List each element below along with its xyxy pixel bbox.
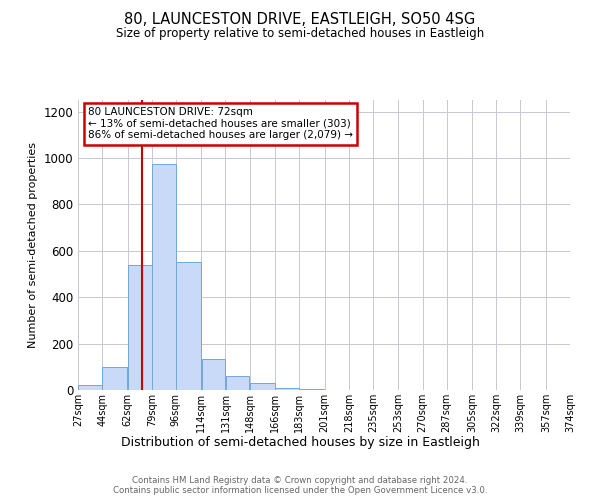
Bar <box>275 388 299 390</box>
Text: 80 LAUNCESTON DRIVE: 72sqm
← 13% of semi-detached houses are smaller (303)
86% o: 80 LAUNCESTON DRIVE: 72sqm ← 13% of semi… <box>88 108 353 140</box>
Bar <box>202 358 225 390</box>
Bar <box>299 389 325 390</box>
Bar <box>128 264 152 390</box>
Bar <box>103 367 127 390</box>
Text: Contains public sector information licensed under the Open Government Licence v3: Contains public sector information licen… <box>113 486 487 495</box>
Bar <box>226 376 250 390</box>
Text: 80, LAUNCESTON DRIVE, EASTLEIGH, SO50 4SG: 80, LAUNCESTON DRIVE, EASTLEIGH, SO50 4S… <box>124 12 476 28</box>
Y-axis label: Number of semi-detached properties: Number of semi-detached properties <box>28 142 38 348</box>
Bar <box>176 262 201 390</box>
Text: Size of property relative to semi-detached houses in Eastleigh: Size of property relative to semi-detach… <box>116 28 484 40</box>
Text: Distribution of semi-detached houses by size in Eastleigh: Distribution of semi-detached houses by … <box>121 436 479 449</box>
Text: Contains HM Land Registry data © Crown copyright and database right 2024.: Contains HM Land Registry data © Crown c… <box>132 476 468 485</box>
Bar <box>250 383 275 390</box>
Bar <box>78 386 102 390</box>
Bar <box>152 164 176 390</box>
